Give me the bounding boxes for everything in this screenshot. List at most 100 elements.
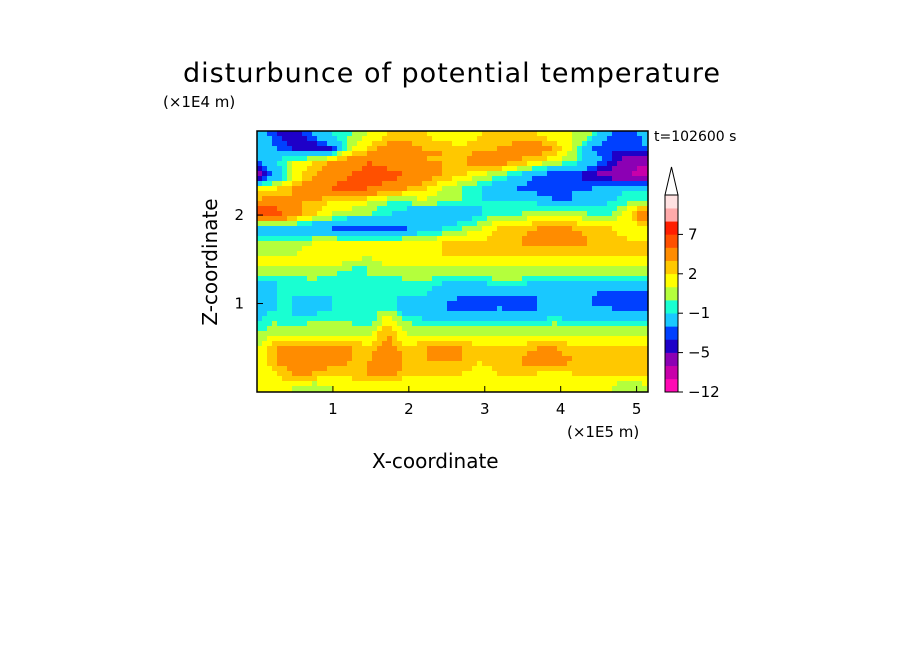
field-cell — [612, 206, 618, 212]
field-cell — [602, 381, 608, 387]
field-cell — [582, 371, 588, 377]
field-cell — [327, 181, 333, 187]
field-cell — [567, 231, 573, 237]
field-cell — [452, 381, 458, 387]
field-cell — [362, 386, 368, 392]
field-cell — [562, 131, 568, 137]
field-cell — [587, 301, 593, 307]
field-cell — [402, 321, 408, 327]
field-cell — [372, 241, 378, 247]
field-cell — [267, 371, 273, 377]
field-cell — [352, 241, 358, 247]
field-cell — [467, 251, 473, 257]
field-cell — [622, 301, 628, 307]
field-cell — [457, 226, 463, 232]
field-cell — [377, 286, 383, 292]
field-cell — [412, 201, 418, 207]
field-cell — [547, 386, 553, 392]
field-cell — [517, 196, 523, 202]
field-cell — [272, 331, 278, 337]
field-cell — [307, 236, 313, 242]
field-cell — [337, 346, 343, 352]
field-cell — [562, 171, 568, 177]
field-cell — [327, 151, 333, 157]
field-cell — [257, 156, 263, 162]
field-cell — [602, 201, 608, 207]
field-cell — [442, 371, 448, 377]
chart-title: disturbunce of potential temperature — [183, 58, 721, 89]
field-cell — [562, 386, 568, 392]
field-cell — [627, 376, 633, 382]
field-cell — [457, 356, 463, 362]
field-cell — [417, 231, 423, 237]
field-cell — [352, 276, 358, 282]
field-cell — [267, 196, 273, 202]
field-cell — [397, 171, 403, 177]
field-cell — [487, 166, 493, 172]
field-cell — [372, 246, 378, 252]
field-cell — [377, 366, 383, 372]
field-cell — [512, 346, 518, 352]
field-cell — [407, 271, 413, 277]
field-cell — [462, 166, 468, 172]
field-cell — [532, 181, 538, 187]
field-cell — [507, 211, 513, 217]
field-cell — [602, 266, 608, 272]
field-cell — [492, 346, 498, 352]
field-cell — [487, 216, 493, 222]
field-cell — [642, 211, 648, 217]
field-cell — [262, 226, 268, 232]
field-cell — [487, 156, 493, 162]
field-cell — [337, 326, 343, 332]
field-cell — [562, 336, 568, 342]
field-cell — [532, 241, 538, 247]
field-cell — [427, 201, 433, 207]
field-cell — [587, 156, 593, 162]
field-cell — [307, 166, 313, 172]
field-cell — [277, 276, 283, 282]
field-cell — [497, 156, 503, 162]
field-cell — [412, 136, 418, 142]
field-cell — [547, 261, 553, 267]
field-cell — [452, 236, 458, 242]
field-cell — [337, 256, 343, 262]
field-cell — [332, 341, 338, 347]
field-cell — [617, 321, 623, 327]
field-cell — [302, 196, 308, 202]
field-cell — [632, 186, 638, 192]
field-cell — [462, 321, 468, 327]
field-cell — [322, 346, 328, 352]
field-cell — [622, 161, 628, 167]
field-cell — [317, 271, 323, 277]
field-cell — [362, 331, 368, 337]
field-cell — [572, 256, 578, 262]
field-cell — [527, 381, 533, 387]
field-cell — [257, 346, 263, 352]
field-cell — [352, 256, 358, 262]
field-cell — [572, 251, 578, 257]
field-cell — [322, 311, 328, 317]
field-cell — [602, 141, 608, 147]
field-cell — [497, 166, 503, 172]
field-cell — [562, 201, 568, 207]
field-cell — [432, 171, 438, 177]
field-cell — [397, 191, 403, 197]
field-cell — [422, 141, 428, 147]
field-cell — [412, 291, 418, 297]
field-cell — [362, 231, 368, 237]
field-cell — [342, 311, 348, 317]
field-cell — [462, 336, 468, 342]
field-cell — [577, 276, 583, 282]
field-cell — [517, 161, 523, 167]
field-cell — [472, 256, 478, 262]
field-cell — [522, 316, 528, 322]
field-cell — [567, 266, 573, 272]
field-cell — [402, 241, 408, 247]
field-cell — [407, 261, 413, 267]
field-cell — [352, 381, 358, 387]
field-cell — [337, 286, 343, 292]
field-cell — [357, 366, 363, 372]
field-cell — [362, 156, 368, 162]
field-cell — [492, 236, 498, 242]
field-cell — [642, 341, 648, 347]
